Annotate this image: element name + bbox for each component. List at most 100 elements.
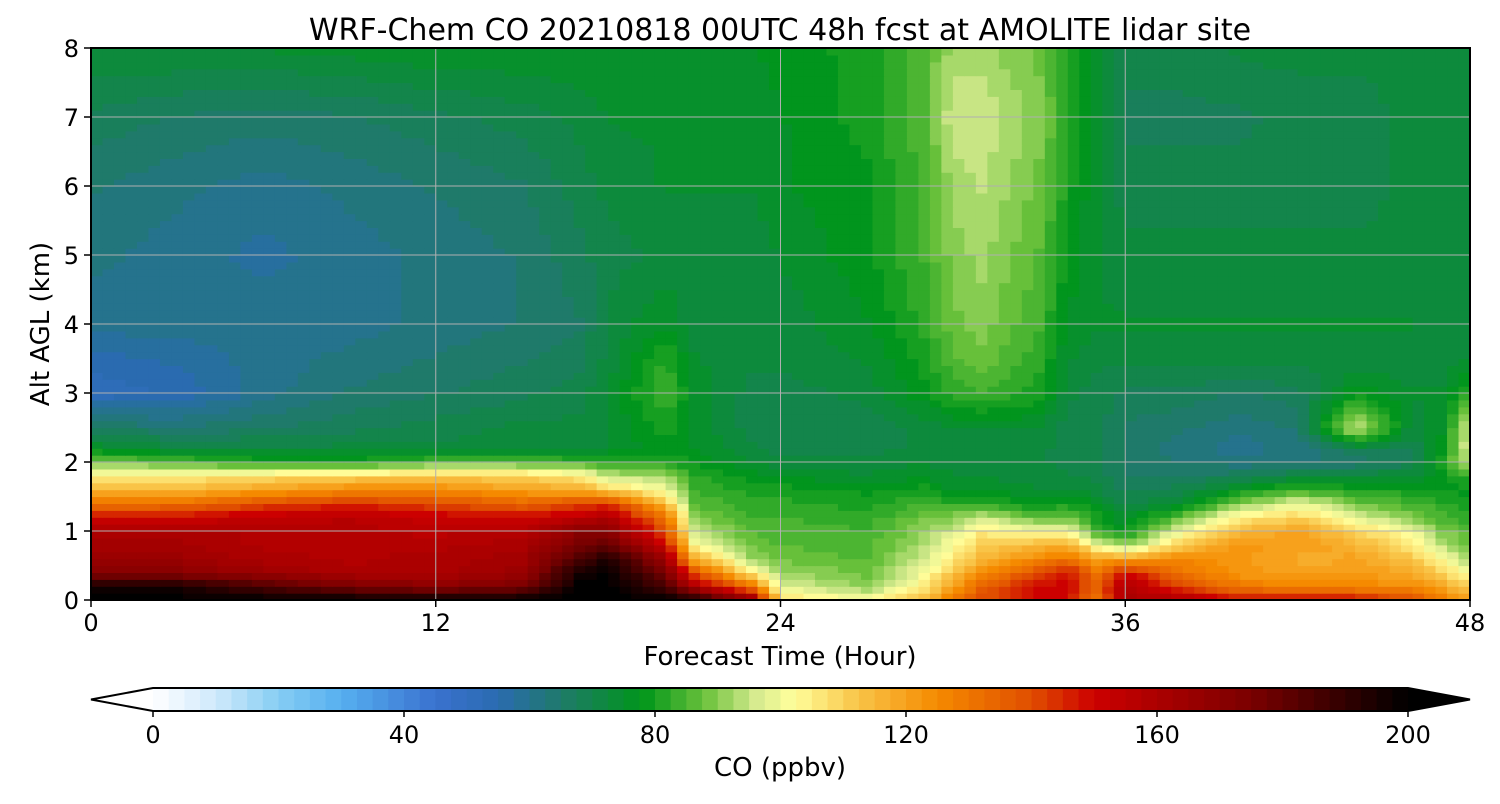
heatmap-cell (780, 344, 793, 353)
heatmap-cell (1056, 372, 1069, 380)
heatmap-cell (1010, 462, 1023, 470)
heatmap-cell (952, 572, 965, 580)
heatmap-cell (780, 427, 793, 435)
heatmap-cell (458, 344, 471, 353)
heatmap-cell (182, 310, 196, 318)
heatmap-cell (1171, 462, 1184, 470)
heatmap-cell (481, 420, 494, 429)
heatmap-cell (435, 455, 448, 463)
heatmap-cell (527, 482, 540, 491)
heatmap-cell (929, 434, 942, 442)
heatmap-cell (734, 434, 747, 442)
heatmap-cell (987, 572, 1000, 580)
heatmap-cell (504, 379, 517, 387)
heatmap-cell (1056, 386, 1069, 394)
heatmap-cell (1458, 434, 1470, 442)
heatmap-cell (918, 310, 931, 318)
heatmap-cell (516, 324, 529, 332)
heatmap-cell (171, 579, 184, 587)
heatmap-cell (1251, 544, 1264, 553)
heatmap-cell (470, 524, 483, 532)
heatmap-cell (585, 524, 598, 532)
heatmap-cell (401, 413, 414, 422)
heatmap-cell (1355, 413, 1368, 422)
heatmap-cell (1148, 427, 1161, 435)
heatmap-cell (1458, 524, 1470, 532)
heatmap-cell (447, 310, 460, 318)
heatmap-cell (1182, 344, 1195, 353)
heatmap-cell (918, 324, 931, 332)
heatmap-cell (1412, 344, 1425, 353)
heatmap-cell (1286, 531, 1299, 539)
heatmap-cell (918, 565, 931, 573)
heatmap-cell (1389, 503, 1402, 511)
heatmap-cell (113, 517, 127, 525)
heatmap-cell (1044, 482, 1057, 491)
heatmap-cell (665, 537, 678, 546)
heatmap-cell (791, 572, 805, 580)
heatmap-cell (1447, 393, 1460, 401)
heatmap-cell (458, 503, 471, 511)
heatmap-cell (1125, 551, 1138, 560)
heatmap-cell (1263, 441, 1276, 449)
heatmap-cell (113, 324, 127, 332)
heatmap-cell (516, 372, 529, 380)
heatmap-cell (803, 517, 816, 525)
heatmap-cell (791, 310, 805, 318)
heatmap-cell (217, 441, 230, 449)
heatmap-cell (424, 413, 437, 422)
heatmap-cell (596, 579, 609, 587)
heatmap-cell (757, 531, 770, 539)
heatmap-cell (596, 593, 609, 600)
heatmap-cell (309, 386, 322, 394)
heatmap-cell (1378, 365, 1391, 373)
heatmap-cell (1435, 531, 1448, 539)
heatmap-cell (182, 586, 196, 594)
heatmap-cell (1297, 324, 1310, 332)
heatmap-cell (1332, 468, 1345, 477)
heatmap-cell (883, 558, 897, 567)
heatmap-cell (1297, 503, 1310, 511)
heatmap-cell (1113, 330, 1126, 339)
heatmap-cell (585, 310, 598, 318)
heatmap-cell (1113, 337, 1126, 346)
heatmap-cell (1343, 586, 1356, 594)
heatmap-cell (734, 448, 747, 456)
heatmap-cell (746, 386, 759, 394)
heatmap-cell (757, 503, 770, 511)
heatmap-cell (964, 462, 977, 470)
heatmap-cell (1171, 489, 1184, 498)
heatmap-cell (837, 524, 851, 532)
heatmap-cell (447, 572, 460, 580)
heatmap-cell (1067, 413, 1080, 422)
heatmap-cell (1297, 330, 1310, 339)
heatmap-cell (194, 434, 207, 442)
heatmap-cell (734, 317, 747, 325)
heatmap-cell (1079, 551, 1092, 560)
heatmap-cell (1263, 337, 1276, 346)
heatmap-cell (1447, 324, 1460, 332)
heatmap-cell (182, 579, 196, 587)
heatmap-cell (573, 399, 586, 408)
heatmap-cell (148, 337, 161, 346)
heatmap-cell (1378, 586, 1391, 594)
heatmap-cell (757, 413, 770, 422)
heatmap-cell (849, 565, 862, 573)
heatmap-cell (251, 372, 264, 380)
heatmap-cell (941, 489, 954, 498)
heatmap-cell (975, 413, 988, 422)
heatmap-cell (608, 537, 621, 546)
heatmap-cell (1355, 386, 1368, 394)
heatmap-cell (665, 406, 678, 415)
heatmap-cell (711, 379, 724, 387)
heatmap-cell (343, 579, 356, 587)
heatmap-cell (1332, 462, 1345, 470)
heatmap-cell (378, 462, 391, 470)
heatmap-cell (332, 365, 345, 373)
heatmap-cell (159, 310, 173, 318)
heatmap-cell (1286, 386, 1299, 394)
heatmap-cell (194, 344, 207, 353)
heatmap-cell (860, 572, 874, 580)
heatmap-cell (389, 337, 402, 346)
heatmap-cell (493, 503, 506, 511)
